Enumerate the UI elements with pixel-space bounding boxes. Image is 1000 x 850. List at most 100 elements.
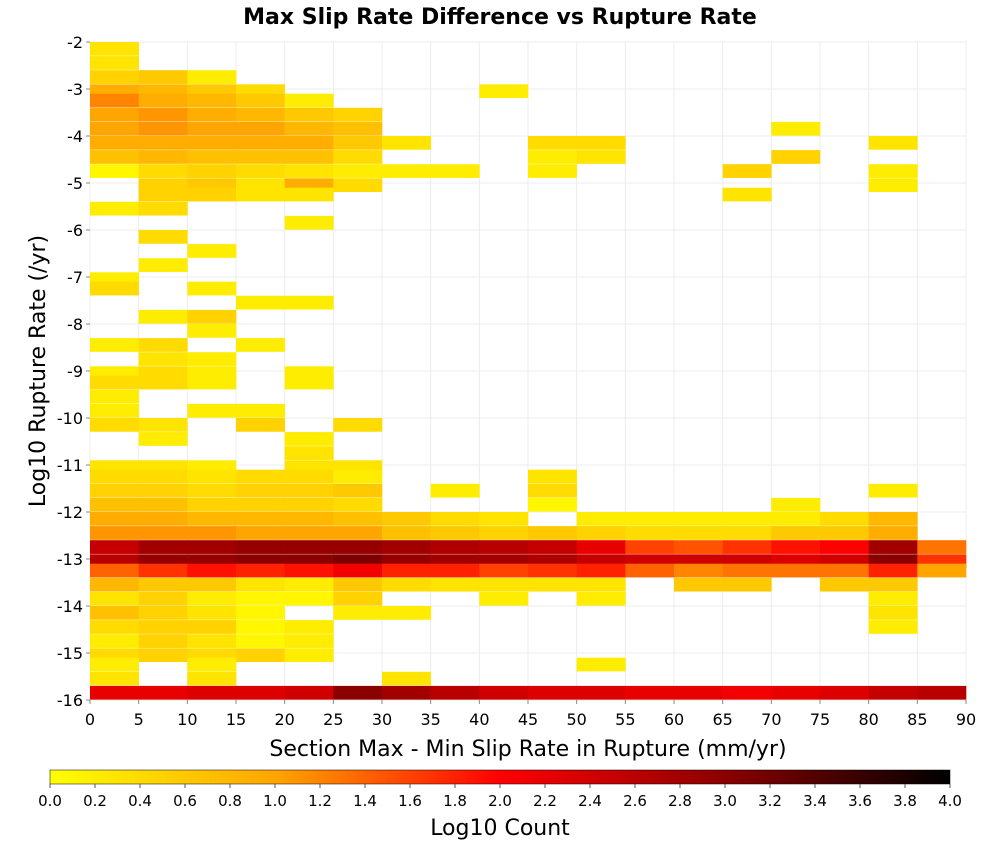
- heatmap-cell: [187, 352, 237, 366]
- heatmap-cell: [430, 526, 480, 540]
- heatmap-cell: [284, 540, 334, 554]
- heatmap-cell: [284, 591, 334, 606]
- heatmap-cell: [187, 606, 237, 620]
- heatmap-cell: [771, 526, 821, 540]
- heatmap-cell: [236, 563, 285, 578]
- heatmap-cell: [333, 540, 383, 554]
- heatmap-cell: [382, 577, 431, 592]
- heatmap-cell: [382, 512, 431, 526]
- heatmap-cell: [138, 512, 188, 526]
- heatmap-cell: [771, 121, 821, 136]
- heatmap-cell: [333, 512, 383, 526]
- colorbar-tick-label: 1.0: [263, 792, 287, 810]
- heatmap-cell: [284, 483, 334, 498]
- heatmap-cell: [284, 512, 334, 526]
- colorbar-tick-label: 2.2: [533, 792, 557, 810]
- heatmap-cell: [430, 577, 480, 592]
- heatmap-cell: [90, 685, 139, 700]
- heatmap-cell: [722, 540, 772, 554]
- heatmap-cell: [284, 295, 334, 310]
- colorbar-tick-label: 2.6: [623, 792, 647, 810]
- heatmap-cell: [90, 42, 139, 56]
- heatmap-cell: [236, 483, 285, 498]
- colorbar-tick-label: 0.2: [83, 792, 107, 810]
- heatmap-cell: [479, 84, 529, 99]
- heatmap-cell: [236, 512, 285, 526]
- heatmap-cell: [771, 563, 821, 578]
- heatmap-cell: [284, 446, 334, 460]
- x-tick-label: 20: [274, 710, 294, 729]
- heatmap-cell: [528, 136, 577, 150]
- x-tick-label: 15: [226, 710, 246, 729]
- colorbar-tick-label: 3.6: [848, 792, 872, 810]
- heatmap-cell: [722, 187, 772, 202]
- colorbar-tick-label: 1.4: [353, 792, 377, 810]
- heatmap-cell: [187, 497, 237, 512]
- x-tick-label: 0: [85, 710, 95, 729]
- heatmap-cell: [90, 107, 139, 122]
- x-tick-label: 90: [956, 710, 976, 729]
- heatmap-cell: [90, 483, 139, 498]
- heatmap-cell: [187, 577, 237, 592]
- heatmap-cell: [236, 606, 285, 620]
- heatmap-cell: [771, 540, 821, 554]
- heatmap-cell: [187, 403, 237, 418]
- heatmap-cell: [138, 648, 188, 663]
- heatmap-cell: [528, 685, 577, 700]
- heatmap-cell: [479, 563, 529, 578]
- y-tick-label: -10: [57, 409, 83, 428]
- x-tick-label: 35: [420, 710, 440, 729]
- heatmap-cell: [820, 563, 869, 578]
- heatmap-cell: [382, 540, 431, 554]
- heatmap-cell: [333, 418, 383, 432]
- heatmap-cell: [187, 324, 237, 338]
- heatmap-cell: [868, 526, 918, 540]
- heatmap-cell: [90, 606, 139, 620]
- chart-title: Max Slip Rate Difference vs Rupture Rate: [243, 5, 757, 30]
- heatmap-cell: [528, 563, 577, 578]
- heatmap-cell: [722, 685, 772, 700]
- heatmap-cell: [138, 497, 188, 512]
- heatmap-cell: [528, 150, 577, 164]
- heatmap-cell: [430, 563, 480, 578]
- heatmap-cell: [90, 671, 139, 686]
- heatmap-cell: [382, 671, 431, 686]
- heatmap-cell: [187, 671, 237, 686]
- x-tick-label: 70: [761, 710, 781, 729]
- x-axis-ticks: 0 5 10 15 20 25 30 35 40 45 50 55 60 65 70 75 80 85 90: [85, 700, 976, 729]
- y-tick-label: -3: [67, 80, 83, 99]
- heatmap-cell: [236, 338, 285, 352]
- y-tick-label: -6: [67, 221, 83, 240]
- y-tick-label: -13: [57, 550, 83, 569]
- heatmap-cell: [430, 512, 480, 526]
- heatmap-cell: [236, 136, 285, 150]
- colorbar-tick-label: 3.4: [803, 792, 827, 810]
- heatmap-cell: [138, 634, 188, 648]
- colorbar-label: Log10 Count: [430, 816, 570, 841]
- y-tick-label: -11: [57, 456, 83, 475]
- heatmap-cell: [138, 338, 188, 352]
- heatmap-cell: [138, 121, 188, 136]
- y-tick-label: -8: [67, 315, 83, 334]
- heatmap-cell: [236, 648, 285, 663]
- heatmap-cell: [576, 136, 626, 150]
- heatmap-cell: [90, 121, 139, 136]
- heatmap-cell: [284, 634, 334, 648]
- y-tick-label: -15: [57, 644, 83, 663]
- heatmap-cell: [528, 164, 577, 178]
- heatmap-cell: [868, 591, 918, 606]
- heatmap-cell: [236, 591, 285, 606]
- heatmap-cell: [479, 512, 529, 526]
- heatmap-cell: [138, 591, 188, 606]
- heatmap-cell: [138, 526, 188, 540]
- heatmap-cell: [868, 620, 918, 634]
- heatmap-cell: [187, 281, 237, 296]
- heatmap-cell: [820, 512, 869, 526]
- x-tick-label: 25: [323, 710, 343, 729]
- heatmap-cell: [868, 164, 918, 178]
- heatmap-cell: [771, 150, 821, 164]
- heatmap-cell: [625, 540, 675, 554]
- heatmap-cell: [90, 657, 139, 672]
- heatmap-cell: [284, 164, 334, 178]
